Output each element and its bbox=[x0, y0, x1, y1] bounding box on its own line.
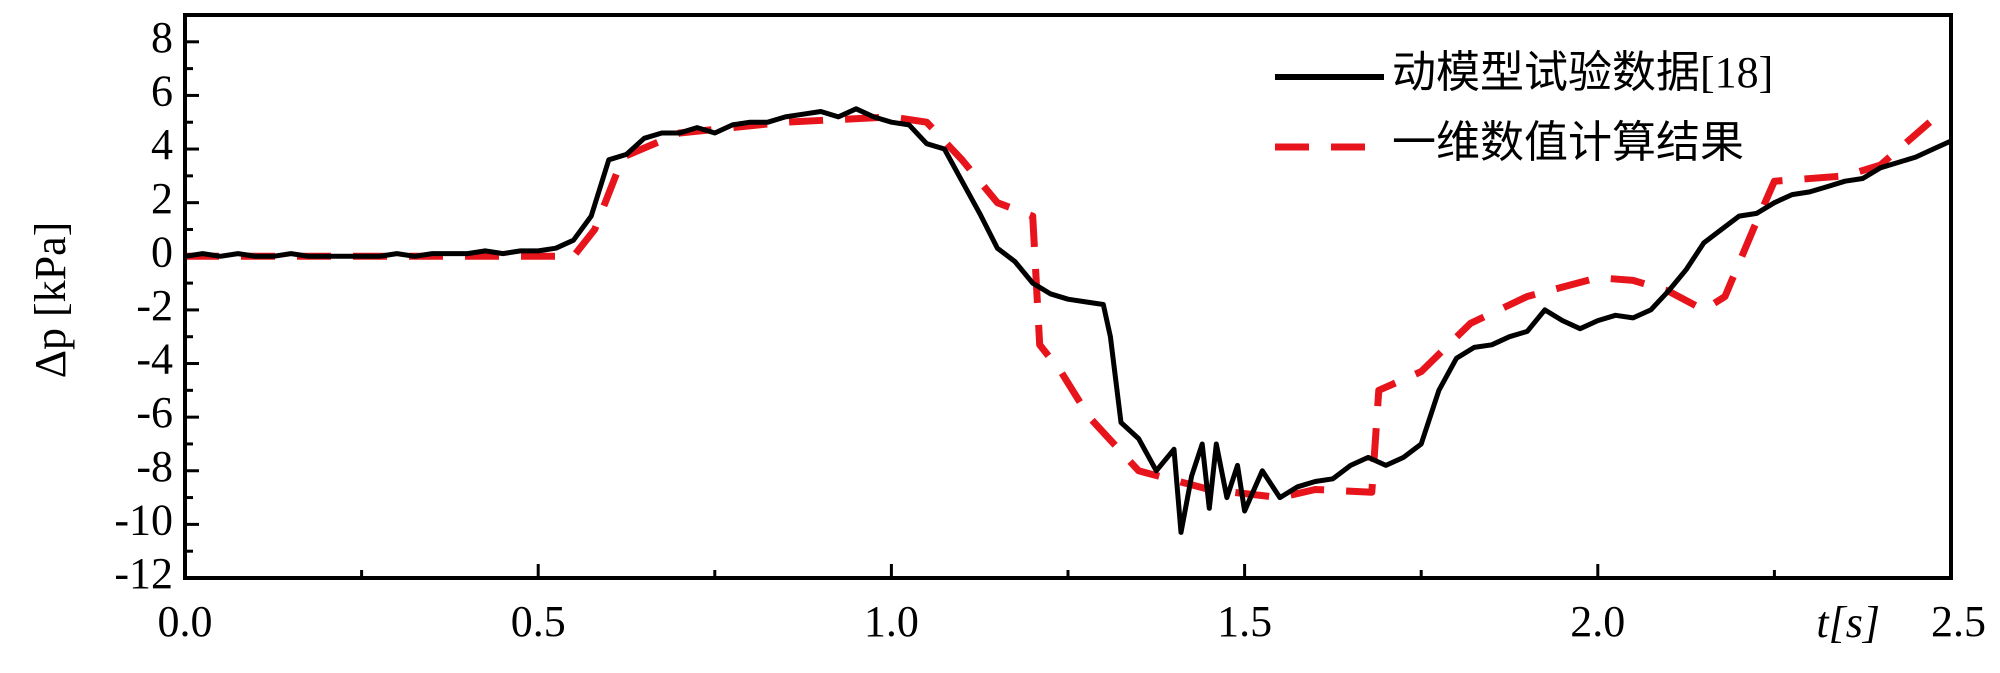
plot-frame bbox=[183, 13, 1953, 580]
y-axis-label: Δp [kPa] bbox=[26, 222, 75, 379]
data-line bbox=[184, 106, 1953, 535]
y-tick-label: 0 bbox=[151, 227, 173, 276]
legend-label: 动模型试验数据[18] bbox=[1392, 48, 1773, 97]
x-tick-label: 0.5 bbox=[511, 597, 566, 646]
data-line bbox=[185, 113, 1933, 502]
y-tick-label: -2 bbox=[136, 281, 173, 330]
y-tick-label: -10 bbox=[114, 495, 173, 544]
x-axis-label: t[s] bbox=[1816, 598, 1880, 647]
y-tick-label: 4 bbox=[151, 120, 173, 169]
y-tick-label: 6 bbox=[151, 67, 173, 116]
x-tick-label: 1.0 bbox=[864, 597, 919, 646]
y-tick-label: -6 bbox=[136, 388, 173, 437]
x-tick-label: 2.0 bbox=[1570, 597, 1625, 646]
y-tick-label: 2 bbox=[151, 174, 173, 223]
y-tick-label: -8 bbox=[136, 442, 173, 491]
y-tick-label: 8 bbox=[151, 13, 173, 62]
x-tick-label: 2.5 bbox=[1931, 597, 1986, 646]
x-tick-label: 1.5 bbox=[1217, 597, 1272, 646]
legend-label: 一维数值计算结果 bbox=[1392, 118, 1744, 167]
y-tick-label: -4 bbox=[136, 335, 173, 384]
y-tick-label: -12 bbox=[114, 549, 173, 598]
x-tick-label: 0.0 bbox=[158, 597, 213, 646]
